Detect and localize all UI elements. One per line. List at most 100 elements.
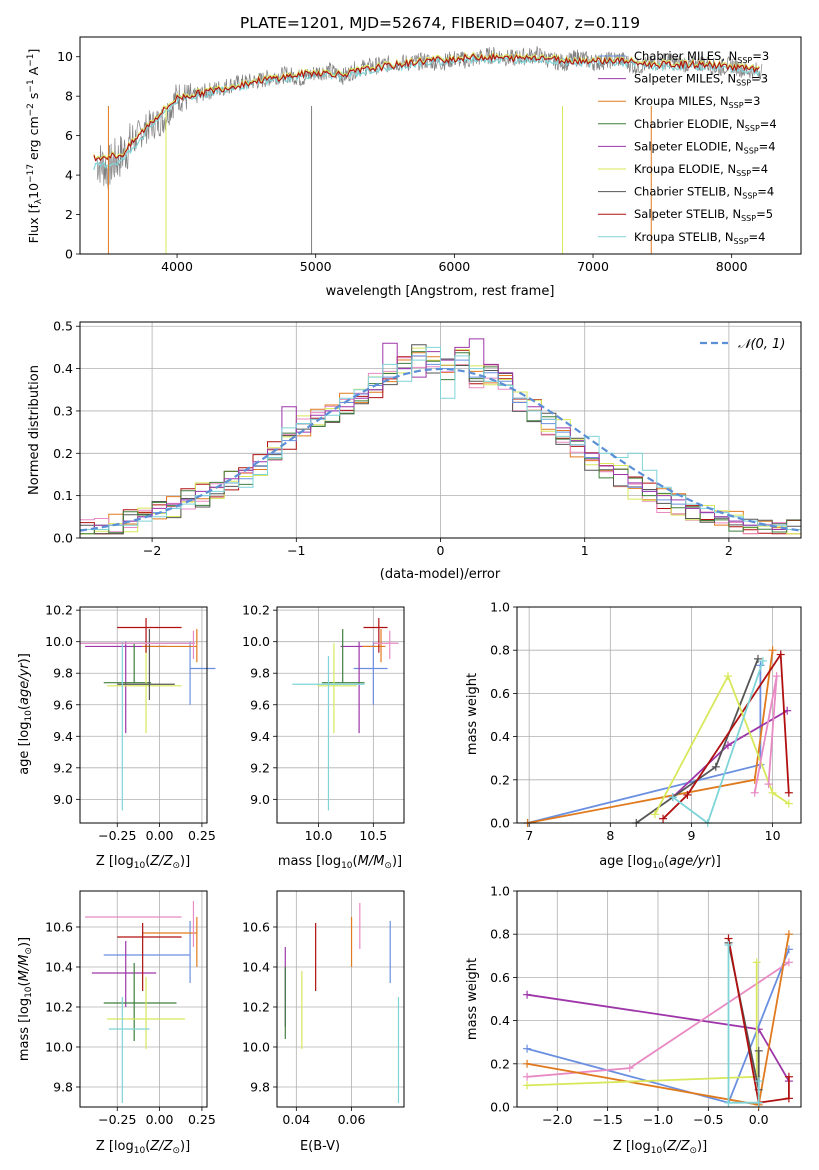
x-tick-label: −1: [287, 543, 305, 558]
y-tick-label: 0.8: [490, 927, 510, 942]
y-tick-label: 9.4: [53, 729, 73, 744]
x-tick-label: 10.0: [305, 828, 333, 843]
y-tick-label: 0.1: [53, 488, 73, 503]
y-tick-label: 0.2: [490, 1056, 510, 1071]
x-tick-label: 0.25: [188, 828, 216, 843]
x-tick-label: 6000: [438, 259, 470, 274]
legend-entry: Kroupa ELODIE, NSSP=4: [634, 162, 768, 178]
data-spectrum-line: [96, 45, 763, 190]
mass-age-xlabel: mass [log10(M/M⊙)]: [278, 854, 402, 871]
axes-frame: [79, 321, 802, 539]
residual-histogram-panel: −2 −1 0 1 2 0.0 0.1 0.2 0.3 0.4 0.5 𝒩(0, 1): [53, 319, 802, 558]
z-mass-ylabel: mass [log10(M/M⊙)]: [17, 937, 34, 1061]
z-age-xlabel: Z [log10(Z/Z⊙)]: [96, 854, 190, 871]
y-tick-label: 10.2: [45, 1000, 73, 1015]
y-tick-label: 9.2: [53, 760, 73, 775]
x-tick-label: −0.25: [98, 828, 136, 843]
ebv-mass-panel: 0.04 0.06 9.8 10.0 10.2 10.4 10.6: [242, 890, 405, 1127]
axes-frame: [79, 890, 208, 1108]
residual-ylabel: Normed distribution: [27, 365, 42, 495]
y-tick-label: 1.0: [490, 600, 510, 615]
z-mass-xlabel: Z [log10(Z/Z⊙)]: [96, 1139, 190, 1156]
x-tick-label: 8000: [716, 259, 748, 274]
y-tick-label: 10.0: [242, 634, 270, 649]
normal-curve-line: [79, 367, 802, 532]
x-tick-label: 0.0: [749, 1112, 769, 1127]
y-tick-label: 0.3: [53, 403, 73, 418]
x-tick-label: −2.0: [542, 1112, 572, 1127]
y-tick-label: 10.0: [242, 1040, 270, 1055]
spectrum-title: PLATE=1201, MJD=52674, FIBERID=0407, z=0…: [240, 14, 640, 32]
x-tick-label: 0.25: [188, 1112, 216, 1127]
age-weight-xlabel: age [log10(age/yr)]: [599, 854, 721, 871]
y-tick-label: 0.2: [490, 772, 510, 787]
y-tick-label: 9.8: [53, 1080, 73, 1095]
y-tick-label: 10: [57, 49, 73, 64]
age-weight-panel: 7 8 9 10 0.0 0.2 0.4 0.6 0.8 1.0: [490, 600, 802, 843]
weight-series-line: [672, 660, 764, 825]
legend-entry: 𝒩(0, 1): [738, 337, 785, 352]
axes-frame: [276, 606, 405, 824]
y-tick-label: 9.0: [250, 792, 270, 807]
x-tick-label: 0: [437, 543, 445, 558]
y-tick-label: 9.2: [250, 760, 270, 775]
legend-entry: Kroupa STELIB, NSSP=4: [634, 230, 765, 246]
mass-age-panel: 10.0 10.5 9.0 9.2 9.4 9.6 9.8 10.0 10.2: [242, 603, 405, 843]
residual-xlabel: (data-model)/error: [380, 567, 501, 582]
legend-entry: Chabrier ELODIE, NSSP=4: [634, 117, 777, 133]
y-tick-label: 8: [65, 89, 73, 104]
y-tick-label: 0.6: [490, 686, 510, 701]
x-tick-label: −1.5: [592, 1112, 622, 1127]
y-tick-label: 0.0: [490, 1100, 510, 1115]
weight-series-line: [654, 673, 790, 815]
x-tick-label: 2: [725, 543, 733, 558]
model-salpeter-stelib-line: [93, 52, 760, 162]
y-tick-label: 4: [65, 168, 73, 183]
y-tick-label: 10.4: [242, 960, 270, 975]
x-tick-label: 4000: [161, 259, 193, 274]
z-age-ylabel: age [log10(age/yr)]: [17, 653, 34, 775]
z-mass-panel: −0.25 0.00 0.25 9.8 10.0 10.2 10.4 10.6: [45, 890, 216, 1127]
legend-entry: Chabrier STELIB, NSSP=4: [634, 185, 774, 201]
y-tick-label: 0.0: [490, 816, 510, 831]
x-tick-label: −1.0: [643, 1112, 673, 1127]
y-tick-label: 9.8: [53, 666, 73, 681]
y-tick-label: 9.4: [250, 729, 270, 744]
legend-entry: Chabrier MILES, NSSP=3: [634, 49, 769, 65]
x-tick-label: 7000: [577, 259, 609, 274]
weight-series-line: [662, 651, 790, 820]
y-tick-label: 6: [65, 128, 73, 143]
x-tick-label: −2: [143, 543, 161, 558]
spectrum-panel: 4000 5000 6000 7000 8000 0 2 4 6 8 10 Chabrier MILE…: [57, 36, 802, 274]
z-weight-panel: −2.0 −1.5 −1.0 −0.5 0.0 0.0 0.2 0.4 0.6 0.8 1.0: [490, 884, 802, 1127]
y-tick-label: 0.4: [490, 1013, 510, 1028]
legend-entry: Salpeter ELODIE, NSSP=4: [634, 139, 776, 155]
spectrum-xlabel: wavelength [Angstrom, rest frame]: [326, 284, 555, 299]
x-tick-label: 0.04: [282, 1112, 310, 1127]
x-tick-label: 10.5: [359, 828, 387, 843]
y-tick-label: 0.4: [53, 361, 73, 376]
y-tick-label: 0.0: [53, 531, 73, 546]
axes-frame: [516, 890, 802, 1108]
x-tick-label: 0.00: [146, 828, 174, 843]
y-tick-label: 0.5: [53, 319, 73, 334]
y-tick-label: 0: [65, 247, 73, 262]
z-age-panel: −0.25 0.00 0.25 9.0 9.2 9.4 9.6 9.8 10.0 10.2: [45, 603, 216, 843]
ebv-xlabel: E(B-V): [300, 1139, 340, 1154]
y-tick-label: 0.8: [490, 643, 510, 658]
y-tick-label: 10.2: [242, 603, 270, 618]
legend-entry: Salpeter STELIB, NSSP=5: [634, 207, 773, 223]
spectrum-ylabel: Flux [fλ10−17 erg cm−2 s−1 A−1]: [26, 49, 44, 244]
x-tick-label: 0.06: [338, 1112, 366, 1127]
y-tick-label: 9.0: [53, 792, 73, 807]
y-tick-label: 10.6: [45, 920, 73, 935]
x-tick-label: 1: [581, 543, 589, 558]
x-tick-label: 10: [765, 828, 781, 843]
y-tick-label: 9.6: [250, 697, 270, 712]
z-weight-ylabel: mass weight: [465, 958, 480, 1040]
weight-series-line: [727, 938, 790, 1104]
y-tick-label: 10.2: [45, 603, 73, 618]
y-tick-label: 0.6: [490, 970, 510, 985]
legend-entry: Salpeter MILES, NSSP=3: [634, 72, 768, 88]
